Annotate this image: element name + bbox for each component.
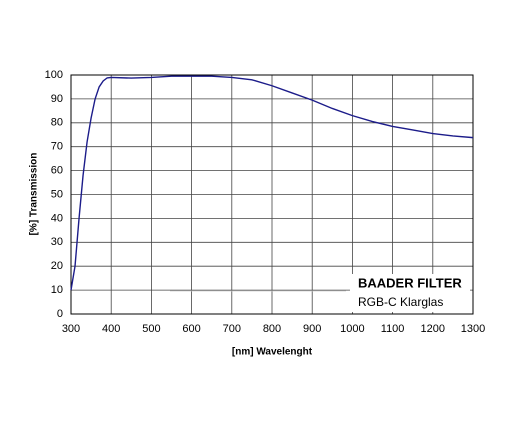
x-tick-label: 1000 <box>340 323 364 335</box>
x-tick-label: 400 <box>102 323 120 335</box>
annotation-box <box>350 274 470 312</box>
y-tick-label: 30 <box>51 236 63 248</box>
x-tick-label: 500 <box>142 323 160 335</box>
x-tick-label: 800 <box>263 323 281 335</box>
annotation-title: BAADER FILTER <box>358 275 462 290</box>
y-tick-label: 100 <box>45 69 63 81</box>
x-tick-label: 1200 <box>421 323 445 335</box>
plot-frame <box>70 74 474 315</box>
y-tick-label: 0 <box>57 308 63 320</box>
y-axis-label: [%] Transmission <box>29 153 40 236</box>
y-tick-label: 40 <box>51 212 63 224</box>
y-tick-label: 80 <box>51 117 63 129</box>
y-tick-label: 70 <box>51 141 63 153</box>
y-tick-label: 90 <box>51 93 63 105</box>
x-tick-label: 1300 <box>461 323 485 335</box>
x-tick-label: 700 <box>223 323 241 335</box>
x-axis-label: [nm] Wavelenght <box>232 347 313 358</box>
x-tick-label: 600 <box>182 323 200 335</box>
y-tick-label: 50 <box>51 188 63 200</box>
x-tick-label: 900 <box>303 323 321 335</box>
y-tick-label: 20 <box>51 260 63 272</box>
y-tick-label: 10 <box>51 284 63 296</box>
annotation-subtitle: RGB-C Klarglas <box>358 295 443 309</box>
x-tick-label: 1100 <box>381 323 405 335</box>
x-tick-label: 300 <box>62 323 80 335</box>
y-tick-label: 60 <box>51 165 63 177</box>
transmission-line <box>70 75 474 291</box>
